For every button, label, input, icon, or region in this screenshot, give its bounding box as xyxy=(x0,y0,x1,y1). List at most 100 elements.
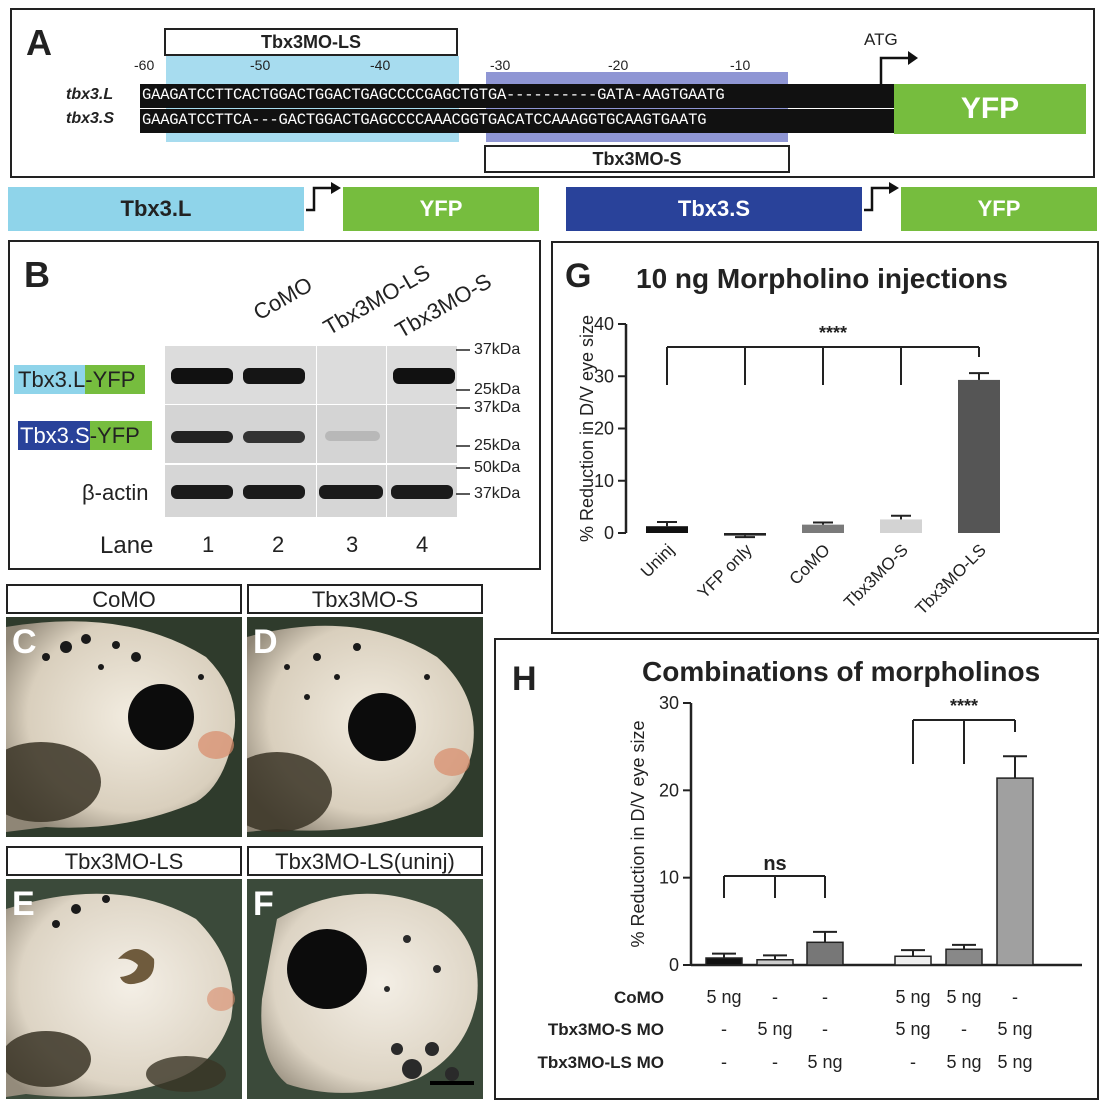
row-label-actin: β-actin xyxy=(82,480,149,505)
y-tick-label: 10 xyxy=(659,868,679,888)
position-label: -50 xyxy=(250,57,271,73)
mo-s-label: Tbx3MO-S xyxy=(592,149,682,169)
position-label: -40 xyxy=(370,57,391,73)
photo-e-title: Tbx3MO-LS xyxy=(6,846,242,876)
marker-label: 50kDa xyxy=(474,459,521,476)
chart-title: 10 ng Morpholino injections xyxy=(636,263,1008,294)
blot-tbx3l xyxy=(165,346,457,404)
photo-f-title: Tbx3MO-LS(uninj) xyxy=(247,846,483,876)
bar xyxy=(958,379,1000,533)
row-tag-yfp: -YFP xyxy=(85,365,146,394)
significance-label: **** xyxy=(819,323,847,343)
condition-value: - xyxy=(822,1019,828,1039)
y-tick-label: 30 xyxy=(659,693,679,713)
photo-e-letter: E xyxy=(12,885,35,923)
significance-label: ns xyxy=(763,853,786,875)
bar xyxy=(945,948,983,966)
yfp-label: YFP xyxy=(960,92,1020,125)
construct-left-yfp-label: YFP xyxy=(419,196,463,221)
panel-g-frame xyxy=(551,241,1099,634)
sequence-s-bar xyxy=(140,109,895,133)
condition-value: - xyxy=(721,1052,727,1072)
lane-label: Lane xyxy=(100,532,154,559)
condition-name: CoMO xyxy=(614,988,664,1007)
condition-value: 5 ng xyxy=(895,987,930,1007)
bar xyxy=(996,777,1034,966)
condition-value: - xyxy=(721,1019,727,1039)
position-label: -30 xyxy=(490,57,511,73)
blot-actin xyxy=(165,465,457,517)
x-tick-label: CoMO xyxy=(786,540,834,588)
bar xyxy=(724,533,766,536)
yfp-block: YFP xyxy=(894,84,1086,134)
x-tick-label: YFP only xyxy=(694,540,756,602)
condition-value: - xyxy=(961,1019,967,1039)
atg-arrow-icon xyxy=(879,51,918,86)
photo-d-title: Tbx3MO-S xyxy=(247,584,483,614)
marker-label: 37kDa xyxy=(474,341,521,358)
photo-d: D xyxy=(247,617,483,837)
significance-label: **** xyxy=(950,696,978,716)
construct-right-yfp: YFP xyxy=(901,187,1097,231)
panel-h-frame xyxy=(494,638,1099,1100)
x-tick-label: Tbx3MO-S xyxy=(840,540,912,612)
promoter-arrow-icon xyxy=(864,182,899,212)
condition-value: 5 ng xyxy=(946,987,981,1007)
condition-value: - xyxy=(910,1052,916,1072)
y-tick-label: 20 xyxy=(659,780,679,800)
chart-g: G 10 ng Morpholino injections % Reduction … xyxy=(565,257,1008,619)
row-label-tbx3l: Tbx3.L-YFP xyxy=(14,364,146,396)
condition-value: 5 ng xyxy=(997,1052,1032,1072)
panel-h-letter: H xyxy=(512,660,537,698)
bar xyxy=(802,524,844,533)
sequence-l-bar xyxy=(140,84,895,108)
condition-value: - xyxy=(822,987,828,1007)
condition-name: Tbx3MO-S MO xyxy=(548,1020,664,1039)
condition-value: 5 ng xyxy=(946,1052,981,1072)
construct-tbx3l-label: Tbx3.L xyxy=(120,196,192,221)
row-l-name: tbx3.L xyxy=(66,86,114,103)
lane-number: 1 xyxy=(202,532,215,557)
condition-value: 5 ng xyxy=(807,1052,842,1072)
y-axis-label: % Reduction in D/V eye size xyxy=(628,720,648,947)
sequence-l: GAAGATCCTTCACTGGACTGGACTGAGCCCCGAGCTGTGA… xyxy=(142,86,725,104)
construct-tbx3s: Tbx3.S xyxy=(566,187,862,231)
condition-value: - xyxy=(772,987,778,1007)
panel-b-frame xyxy=(8,240,541,570)
y-tick-label: 20 xyxy=(594,419,614,439)
position-label: -10 xyxy=(730,57,751,73)
photo-c-letter: C xyxy=(12,623,37,661)
photo-d-letter: D xyxy=(253,623,278,661)
construct-tbx3l: Tbx3.L xyxy=(8,187,304,231)
row-label-tbx3s: Tbx3.S-YFP xyxy=(18,420,152,452)
bar xyxy=(880,519,922,533)
atg-label: ATG xyxy=(864,30,898,49)
condition-value: - xyxy=(1012,987,1018,1007)
construct-left-yfp: YFP xyxy=(343,187,539,231)
mo-ls-label: Tbx3MO-LS xyxy=(260,32,361,52)
blot-tbx3s xyxy=(165,405,457,463)
condition-value: 5 ng xyxy=(706,987,741,1007)
promoter-arrow-icon xyxy=(306,182,341,212)
photo-c-title: CoMO xyxy=(6,584,242,614)
construct-tbx3s-label: Tbx3.S xyxy=(677,196,751,221)
lane-number: 4 xyxy=(416,532,429,557)
chart-title: Combinations of morpholinos xyxy=(642,656,1040,687)
bar xyxy=(756,959,794,966)
x-tick-label: Tbx3MO-LS xyxy=(912,540,990,618)
row-gene-tbx3l: Tbx3.L xyxy=(14,365,86,394)
photo-f-letter: F xyxy=(253,885,274,923)
panel-g-letter: G xyxy=(565,257,591,295)
y-tick-label: 10 xyxy=(594,471,614,491)
panel-b-letter: B xyxy=(24,254,50,295)
chart-h: H Combinations of morpholinos % Reduction … xyxy=(512,656,1082,1072)
bar xyxy=(806,941,844,966)
condition-name: Tbx3MO-LS MO xyxy=(537,1053,664,1072)
marker-label: 25kDa xyxy=(474,437,521,454)
lane-number: 2 xyxy=(272,532,285,557)
row-s-name: tbx3.S xyxy=(66,110,115,127)
position-label: -60 xyxy=(134,57,155,73)
condition-value: - xyxy=(772,1052,778,1072)
y-tick-label: 0 xyxy=(669,955,679,975)
y-tick-label: 40 xyxy=(594,314,614,334)
